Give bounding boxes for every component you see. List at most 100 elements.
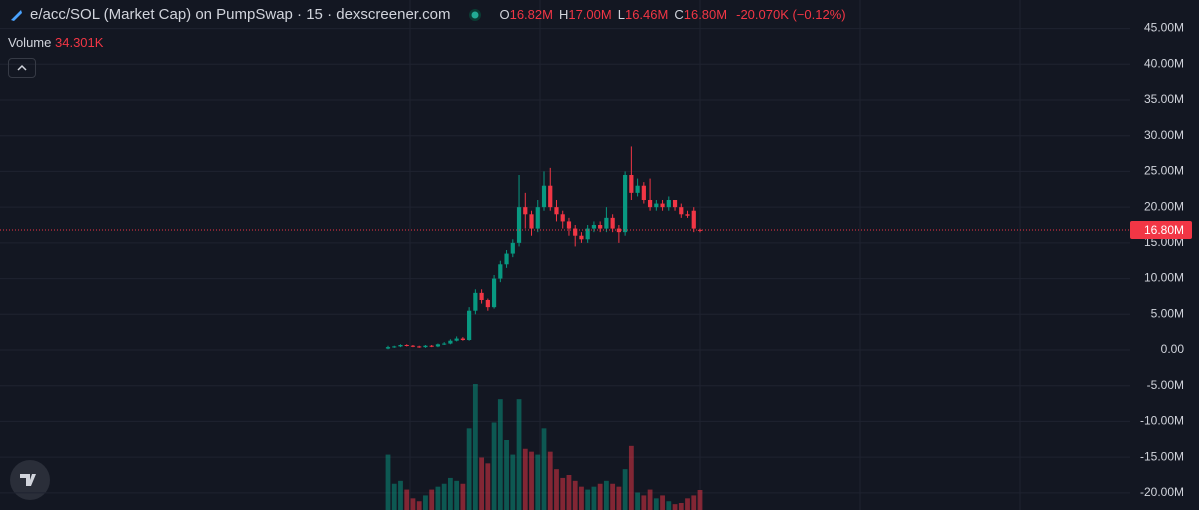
candle-body [691, 210, 696, 229]
volume-bar [410, 498, 416, 510]
volume-bar [385, 454, 391, 510]
y-tick-label: -15.00M [1140, 449, 1184, 463]
y-tick-label: 20.00M [1144, 199, 1184, 213]
change: -20.070K (−0.12%) [736, 7, 846, 22]
volume-bar [666, 501, 672, 510]
candle-body [566, 221, 572, 229]
ohlc-value: 16.82M [509, 7, 553, 22]
y-tick-label: -10.00M [1140, 414, 1184, 428]
ohlc-legend: O16.82M H17.00M L16.46M C16.80M [499, 7, 733, 22]
candle-body [460, 338, 465, 340]
ohlc-label: C [674, 7, 684, 22]
volume-bar [423, 495, 428, 510]
candle-body [610, 217, 615, 229]
last-price-label: 16.80M [1144, 223, 1184, 237]
vertical-grid [409, 0, 1021, 510]
volume-bar [579, 486, 584, 510]
candle-body [523, 207, 528, 215]
volume-bar [441, 483, 447, 510]
y-tick-label: 25.00M [1144, 164, 1184, 178]
candle-body [423, 345, 428, 348]
y-tick-label: 10.00M [1144, 271, 1184, 285]
volume-bar [647, 489, 653, 510]
volume-bar [591, 486, 597, 510]
volume-bar [672, 504, 678, 510]
title: e/acc/SOL (Market Cap) on PumpSwap · 15 … [30, 6, 451, 23]
candle-body [385, 347, 391, 349]
candle-body [504, 253, 509, 265]
ohlc-value: 17.00M [568, 7, 612, 22]
volume-bar [529, 451, 534, 510]
volume-bar [522, 448, 528, 510]
ohlc-value: 16.46M [624, 7, 669, 22]
candle-body [685, 214, 690, 216]
volume-bar [541, 428, 547, 510]
volume-bar [585, 489, 591, 510]
volume-bar [610, 483, 616, 510]
candle-body [548, 185, 553, 208]
candle-body [591, 225, 597, 229]
volume-bar [435, 486, 441, 510]
last-price-box [1130, 221, 1192, 239]
y-tick-label: 35.00M [1144, 92, 1184, 106]
y-tick-label: 0.00 [1161, 342, 1185, 356]
candle-body [660, 203, 665, 208]
volume-bar [554, 469, 559, 510]
candle-body [398, 345, 403, 347]
tv-logo[interactable] [10, 460, 50, 500]
ohlc-label: H [558, 7, 569, 22]
volume-bar [472, 384, 478, 510]
volume-bar [616, 486, 622, 510]
candle-body [485, 300, 490, 308]
volume-bar [429, 489, 435, 510]
y-tick-label: -20.00M [1140, 485, 1184, 499]
volume-bar [572, 480, 578, 510]
chevron [17, 64, 27, 71]
candle-body [623, 175, 628, 233]
candle-body [666, 200, 671, 208]
volume-bar [685, 498, 690, 510]
candle-body [629, 175, 634, 193]
candle-body [498, 264, 503, 279]
dot [471, 11, 479, 18]
candle-body [429, 345, 434, 347]
volume-bar [560, 477, 566, 510]
ohlc-value: 16.80M [683, 7, 728, 22]
candle-body [654, 203, 659, 208]
candle-body [560, 214, 565, 222]
candle-body [554, 207, 559, 215]
candle-body [454, 338, 459, 341]
volume-bar [416, 501, 422, 510]
candle-body [635, 185, 640, 193]
icon [11, 9, 22, 21]
candle-body [647, 200, 653, 208]
candle-body [641, 185, 646, 200]
candle-body [535, 207, 540, 229]
candle-body [541, 185, 547, 208]
y-tick-label: 5.00M [1151, 306, 1184, 320]
ohlc-label: L [617, 7, 625, 22]
candle-body [516, 207, 522, 243]
candle-body [679, 207, 684, 215]
volume-bar [460, 483, 466, 510]
volume-bar [504, 440, 509, 510]
logo-mark [20, 474, 36, 486]
volume-value: 34.301K [55, 35, 104, 50]
volume-bar [510, 454, 516, 510]
volume-bar [678, 503, 684, 510]
volume-bar [535, 454, 541, 510]
volume-bar [491, 422, 497, 510]
candle-body [510, 242, 515, 254]
candle-body [672, 200, 678, 208]
y-tick-label: -5.00M [1147, 378, 1184, 392]
volume-bar [628, 445, 634, 510]
candle-body [604, 217, 609, 229]
volume-bar [466, 428, 472, 510]
volume-bar [660, 495, 665, 510]
candle-body [585, 228, 590, 240]
collapse-button[interactable] [8, 58, 36, 78]
candle-body [573, 228, 578, 236]
volume-bar [641, 495, 647, 510]
icon-shape [11, 9, 22, 21]
